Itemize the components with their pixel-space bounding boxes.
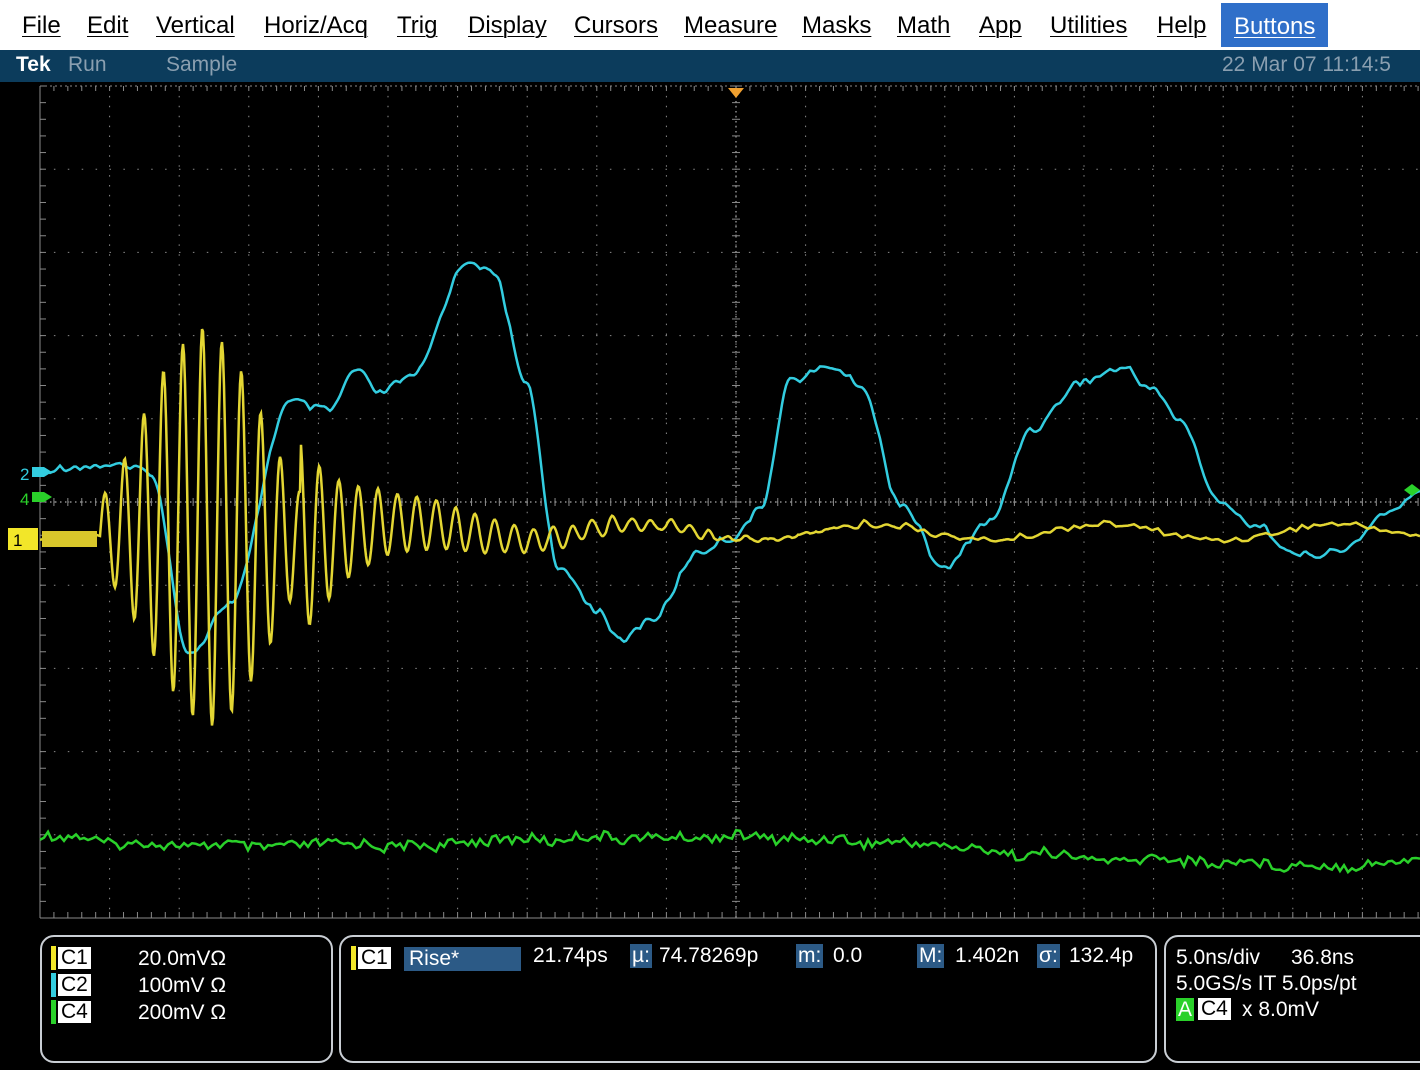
run-state[interactable]: Run (68, 53, 107, 76)
meas-value: 21.74ps (533, 944, 608, 967)
meas-min: 0.0 (833, 944, 863, 967)
acquisition-mode[interactable]: Sample (166, 53, 238, 76)
trigger-level: x 8.0mV (1242, 998, 1320, 1021)
channel-scale-panel[interactable]: C1 20.0mVΩ C2 100mV Ω C4 200mV Ω (40, 935, 333, 1063)
svg-text:4: 4 (20, 490, 29, 509)
meas-name[interactable]: Rise* (404, 947, 521, 971)
menu-help[interactable]: Help (1157, 12, 1207, 39)
trigger-level-marker[interactable] (1404, 484, 1420, 496)
c4-label: C4 (58, 1001, 91, 1023)
c1-label: C1 (58, 947, 91, 969)
svg-text:1: 1 (13, 531, 22, 550)
meas-sigma: 132.4p (1069, 944, 1134, 967)
menu-buttons[interactable]: Buttons (1221, 3, 1329, 47)
meas-mean: 74.78269p (659, 944, 759, 967)
waveform-canvas: 2 4 1 (8, 85, 1420, 919)
c4-color-chip (51, 1000, 56, 1024)
c2-color-chip (51, 973, 56, 997)
channel-2-marker[interactable]: 2 (20, 465, 52, 484)
sample-rate: 5.0GS/s IT 5.0ps/pt (1176, 972, 1357, 995)
menu-vertical[interactable]: Vertical (156, 12, 235, 39)
trace-c2 (39, 261, 1420, 655)
menu-measure[interactable]: Measure (684, 12, 778, 39)
brand-label: Tek (16, 53, 51, 76)
date-time: 22 Mar 07 11:14:5 (1222, 53, 1391, 76)
trigger-position-marker[interactable] (728, 88, 744, 98)
channel-4-marker[interactable]: 4 (20, 490, 52, 509)
menu-app[interactable]: App (979, 12, 1022, 39)
menu-edit[interactable]: Edit (87, 12, 129, 39)
menu-file[interactable]: File (22, 12, 61, 39)
meas-channel: C1 (358, 947, 391, 969)
menu-math[interactable]: Math (897, 12, 951, 39)
meas-channel-chip (351, 946, 356, 970)
c4-scale: 200mV Ω (138, 1001, 227, 1024)
c1-color-chip (51, 946, 56, 970)
menu-trig[interactable]: Trig (397, 12, 438, 39)
menu-masks[interactable]: Masks (802, 12, 872, 39)
horizontal-position: 36.8ns (1291, 946, 1355, 969)
c2-scale: 100mV Ω (138, 974, 227, 997)
menu-cursors[interactable]: Cursors (574, 12, 659, 39)
timebase-panel[interactable]: 5.0ns/div 36.8ns 5.0GS/s IT 5.0ps/pt A C… (1164, 935, 1420, 1063)
menu-horiz-acq[interactable]: Horiz/Acq (264, 12, 369, 39)
meas-min-label: m: (796, 944, 824, 968)
meas-max: 1.402n (955, 944, 1020, 967)
c2-label: C2 (58, 974, 91, 996)
waveform-display[interactable]: 2 4 1 (0, 82, 1420, 932)
menu-bar: File Edit Vertical Horiz/Acq Trig Displa… (0, 0, 1420, 50)
time-per-div: 5.0ns/div (1176, 946, 1261, 969)
graticule (39, 85, 1420, 919)
readout-area: C1 20.0mVΩ C2 100mV Ω C4 200mV Ω C1 Rise… (0, 932, 1420, 1070)
svg-text:2: 2 (20, 465, 29, 484)
meas-sigma-label: σ: (1037, 944, 1060, 968)
menu-utilities[interactable]: Utilities (1050, 12, 1128, 39)
meas-mean-label: µ: (630, 944, 652, 968)
measurement-panel[interactable]: C1 Rise* 21.74ps µ: 74.78269p m: 0.0 M: … (339, 935, 1157, 1063)
c1-scale: 20.0mVΩ (138, 947, 227, 970)
menu-display[interactable]: Display (468, 12, 547, 39)
trace-c4 (39, 828, 1420, 875)
trigger-type-badge: A (1176, 998, 1195, 1021)
channel-1-marker[interactable]: 1 (8, 528, 97, 550)
meas-max-label: M: (917, 944, 945, 968)
trace-c1 (39, 328, 1420, 726)
status-bar: Tek Run Sample 22 Mar 07 11:14:5 (0, 50, 1420, 82)
trigger-source: C4 (1198, 998, 1231, 1020)
